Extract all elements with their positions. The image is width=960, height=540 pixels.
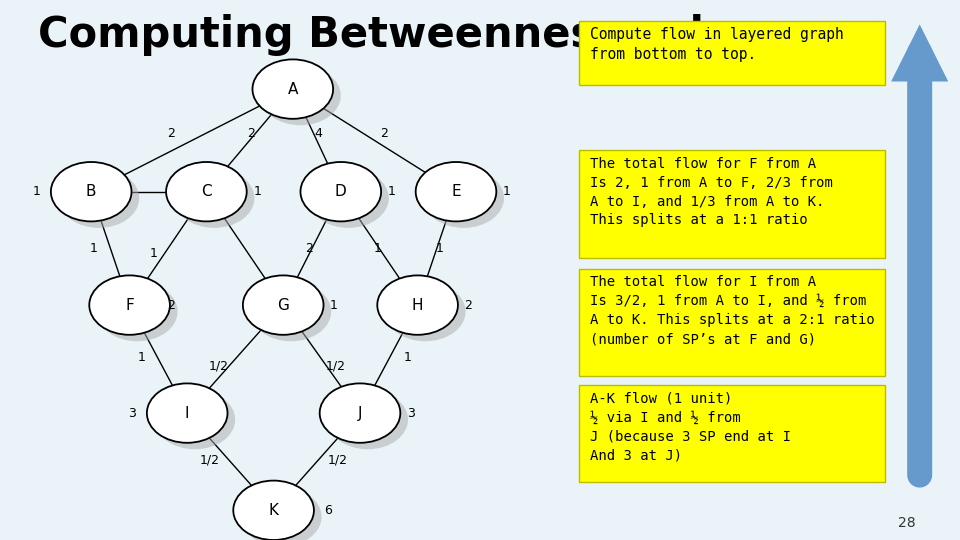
FancyBboxPatch shape (579, 269, 885, 376)
Text: 2: 2 (167, 127, 175, 140)
Text: I: I (185, 406, 189, 421)
Text: 1: 1 (33, 185, 40, 198)
Ellipse shape (416, 162, 496, 221)
Text: 1: 1 (138, 351, 146, 364)
Ellipse shape (300, 162, 381, 221)
Text: 1: 1 (404, 351, 412, 364)
Text: 2: 2 (167, 299, 175, 312)
Text: G: G (277, 298, 289, 313)
FancyBboxPatch shape (579, 150, 885, 258)
Text: Compute flow in layered graph
from bottom to top.: Compute flow in layered graph from botto… (590, 27, 844, 63)
Text: 1: 1 (373, 242, 381, 255)
Ellipse shape (166, 162, 247, 221)
Text: 3: 3 (129, 407, 136, 420)
Ellipse shape (147, 383, 228, 443)
FancyBboxPatch shape (579, 385, 885, 482)
Ellipse shape (59, 168, 139, 228)
Ellipse shape (327, 390, 408, 449)
Text: F: F (125, 298, 134, 313)
Text: 2: 2 (380, 127, 388, 140)
Ellipse shape (320, 383, 400, 443)
Text: 28: 28 (899, 516, 916, 530)
Ellipse shape (423, 168, 504, 228)
Ellipse shape (97, 282, 178, 341)
Ellipse shape (260, 66, 341, 125)
Ellipse shape (251, 282, 331, 341)
Ellipse shape (252, 59, 333, 119)
Ellipse shape (241, 487, 322, 540)
Ellipse shape (377, 275, 458, 335)
Text: 1: 1 (329, 299, 337, 312)
Ellipse shape (308, 168, 389, 228)
Text: 2: 2 (465, 299, 472, 312)
Text: The total flow for I from A
Is 3/2, 1 from A to I, and ½ from
A to K. This split: The total flow for I from A Is 3/2, 1 fr… (590, 275, 876, 346)
Text: B: B (86, 184, 96, 199)
Text: The total flow for F from A
Is 2, 1 from A to F, 2/3 from
A to I, and 1/3 from A: The total flow for F from A Is 2, 1 from… (590, 157, 833, 227)
Ellipse shape (51, 162, 132, 221)
Ellipse shape (89, 275, 170, 335)
Text: E: E (451, 184, 461, 199)
Text: A: A (288, 82, 298, 97)
Text: A-K flow (1 unit)
½ via I and ½ from
J (because 3 SP end at I
And 3 at J): A-K flow (1 unit) ½ via I and ½ from J (… (590, 392, 791, 462)
Ellipse shape (174, 168, 254, 228)
Text: K: K (269, 503, 278, 518)
Text: 4: 4 (315, 127, 323, 140)
Text: 1/2: 1/2 (328, 454, 348, 467)
Text: 2: 2 (305, 242, 313, 255)
Text: 1: 1 (388, 185, 396, 198)
Text: C: C (201, 184, 212, 199)
Text: 1/2: 1/2 (209, 360, 228, 373)
Ellipse shape (243, 275, 324, 335)
Text: 1: 1 (90, 242, 98, 255)
Text: 1: 1 (436, 242, 444, 255)
Ellipse shape (385, 282, 466, 341)
Text: D: D (335, 184, 347, 199)
Ellipse shape (233, 481, 314, 540)
Text: Computing Betweenness values: Computing Betweenness values (38, 14, 787, 56)
Text: 1/2: 1/2 (200, 454, 219, 467)
Text: J: J (358, 406, 362, 421)
Text: 1: 1 (503, 185, 511, 198)
FancyBboxPatch shape (579, 21, 885, 85)
Text: 2: 2 (248, 127, 255, 140)
Text: 1: 1 (150, 247, 157, 260)
Ellipse shape (155, 390, 235, 449)
Text: 6: 6 (324, 504, 332, 517)
Text: 3: 3 (407, 407, 415, 420)
Text: 1/2: 1/2 (326, 360, 346, 373)
Text: H: H (412, 298, 423, 313)
Text: 1: 1 (253, 185, 261, 198)
